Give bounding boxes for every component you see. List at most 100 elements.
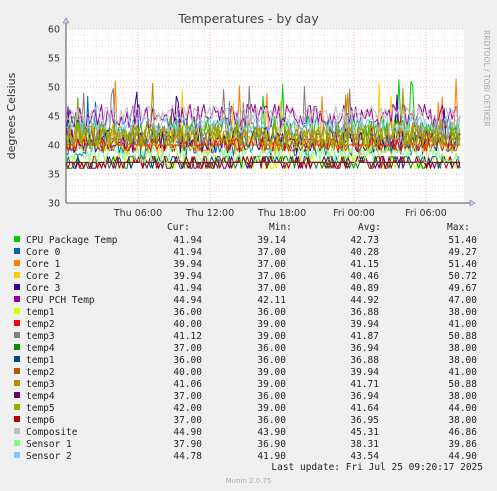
legend-value-avg: 36.94: [350, 343, 379, 354]
legend-value-max: 44.90: [448, 451, 477, 462]
legend-series-name: temp4: [26, 343, 55, 354]
legend-value-min: 39.00: [257, 367, 286, 378]
legend-swatch: [14, 332, 20, 338]
legend-row: temp4 37.00 36.00 36.94 38.00: [14, 343, 477, 354]
legend-value-cur: 39.94: [173, 271, 202, 282]
legend-value-min: 37.00: [257, 259, 286, 270]
legend-series-name: Sensor 1: [26, 439, 72, 450]
legend-value-avg: 40.46: [350, 271, 379, 282]
legend-value-cur: 44.94: [173, 295, 202, 306]
legend-row: temp6 37.00 36.00 36.95 38.00: [14, 415, 477, 426]
legend-value-avg: 44.92: [350, 295, 379, 306]
legend-value-min: 43.90: [257, 427, 286, 438]
legend-swatch: [14, 272, 20, 278]
legend-value-avg: 41.71: [350, 379, 379, 390]
legend-row: Core 0 41.94 37.00 40.28 49.27: [14, 247, 477, 258]
x-tick-label: Thu 18:00: [257, 208, 306, 219]
series-line: [65, 116, 461, 134]
munin-version: Munin 2.0.75: [226, 477, 272, 485]
legend-series-name: temp1: [26, 307, 55, 318]
x-axis-arrow: [469, 199, 476, 207]
legend-series-name: temp1: [26, 355, 55, 366]
y-tick-label: 35: [48, 170, 60, 181]
series-line: [65, 145, 461, 164]
legend-value-avg: 42.73: [350, 235, 379, 246]
legend-series-name: temp3: [26, 379, 55, 390]
y-tick-label: 45: [48, 112, 60, 123]
legend-value-avg: 36.95: [350, 415, 379, 426]
series-line: [65, 79, 461, 143]
legend-row: temp4 37.00 36.00 36.94 38.00: [14, 391, 477, 402]
legend-value-avg: 43.54: [350, 451, 379, 462]
legend: Cur: Min: Avg: Max:CPU Package Temp 41.94 39.…: [14, 222, 477, 462]
legend-series-name: CPU PCH Temp: [26, 295, 95, 306]
series-line: [65, 156, 461, 169]
legend-column-header: Cur:: [167, 222, 190, 233]
series-line: [65, 105, 461, 123]
legend-value-cur: 41.94: [173, 247, 202, 258]
legend-value-min: 37.06: [257, 271, 286, 282]
y-tick-label: 30: [48, 199, 60, 210]
legend-series-name: temp3: [26, 331, 55, 342]
legend-swatch: [14, 368, 20, 374]
legend-value-cur: 42.00: [173, 403, 202, 414]
legend-value-min: 41.90: [257, 451, 286, 462]
legend-value-cur: 44.90: [173, 427, 202, 438]
legend-value-max: 50.88: [448, 379, 477, 390]
legend-value-max: 51.40: [448, 259, 477, 270]
legend-series-name: temp5: [26, 403, 55, 414]
legend-value-cur: 37.90: [173, 439, 202, 450]
legend-value-cur: 37.00: [173, 391, 202, 402]
legend-value-max: 41.00: [448, 319, 477, 330]
legend-row: Sensor 1 37.90 36.90 38.31 39.86: [14, 439, 477, 450]
series-line: [65, 156, 460, 169]
legend-value-avg: 36.88: [350, 307, 379, 318]
legend-value-min: 36.90: [257, 439, 286, 450]
legend-value-min: 37.00: [257, 283, 286, 294]
legend-swatch: [14, 440, 20, 446]
legend-swatch: [14, 452, 20, 458]
legend-series-name: temp6: [26, 415, 55, 426]
legend-swatch: [14, 308, 20, 314]
legend-value-avg: 40.89: [350, 283, 379, 294]
x-tick-label: Thu 06:00: [113, 208, 162, 219]
legend-column-header: Min:: [269, 222, 292, 233]
legend-swatch: [14, 404, 20, 410]
x-tick-label: Fri 00:00: [333, 208, 375, 219]
legend-row: temp3 41.06 39.00 41.71 50.88: [14, 379, 477, 390]
legend-value-avg: 41.15: [350, 259, 379, 270]
legend-value-max: 46.86: [448, 427, 477, 438]
legend-value-min: 39.00: [257, 403, 286, 414]
legend-value-avg: 40.28: [350, 247, 379, 258]
y-axis-label: degrees Celsius: [5, 72, 18, 159]
legend-value-cur: 41.06: [173, 379, 202, 390]
x-tick-label: Thu 12:00: [185, 208, 234, 219]
legend-swatch: [14, 380, 20, 386]
legend-value-cur: 40.00: [173, 319, 202, 330]
legend-value-max: 38.00: [448, 391, 477, 402]
legend-value-min: 36.00: [257, 307, 286, 318]
legend-swatch: [14, 236, 20, 242]
legend-value-cur: 41.94: [173, 235, 202, 246]
legend-value-cur: 44.78: [173, 451, 202, 462]
legend-value-max: 38.00: [448, 355, 477, 366]
legend-series-name: temp2: [26, 367, 55, 378]
legend-row: Core 2 39.94 37.06 40.46 50.72: [14, 271, 477, 282]
y-tick-label: 50: [48, 83, 60, 94]
legend-value-max: 38.00: [448, 415, 477, 426]
y-tick-label: 60: [48, 25, 60, 36]
legend-value-avg: 36.88: [350, 355, 379, 366]
legend-series-name: Sensor 2: [26, 451, 72, 462]
chart-title: Temperatures - by day: [177, 11, 319, 26]
legend-swatch: [14, 344, 20, 350]
legend-value-avg: 45.31: [350, 427, 379, 438]
legend-value-cur: 41.94: [173, 283, 202, 294]
legend-value-min: 39.00: [257, 319, 286, 330]
legend-value-max: 38.00: [448, 307, 477, 318]
last-update-text: Last update: Fri Jul 25 09:20:17 2025: [271, 462, 483, 473]
legend-swatch: [14, 320, 20, 326]
legend-value-cur: 37.00: [173, 343, 202, 354]
legend-row: CPU Package Temp 41.94 39.14 42.73 51.40: [14, 235, 477, 246]
legend-row: temp3 41.12 39.00 41.87 50.88: [14, 331, 477, 342]
